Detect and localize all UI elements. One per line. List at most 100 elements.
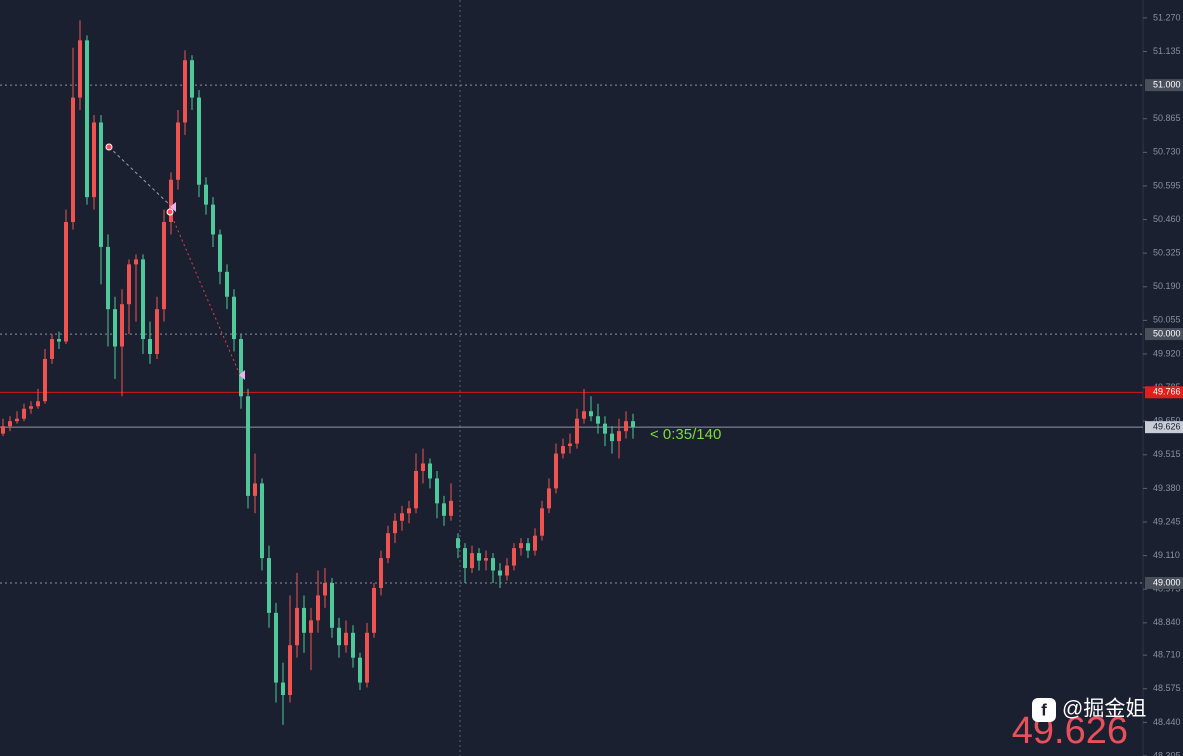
y-tick-label: 51.270 [1153, 12, 1181, 22]
candle-body [428, 463, 432, 479]
candle-body [176, 122, 180, 180]
candle-body [316, 595, 320, 621]
candle-body [526, 543, 530, 551]
candle-body [547, 488, 551, 509]
candle-body [204, 184, 208, 205]
candle-body [57, 339, 61, 342]
candle-body [281, 682, 285, 696]
y-tick-label: 48.305 [1153, 750, 1181, 756]
y-tick-label: 49.515 [1153, 449, 1181, 459]
candle-body [78, 40, 82, 98]
candle-body [484, 558, 488, 561]
candle-body [239, 339, 243, 397]
candle-body [624, 421, 628, 432]
candle-body [610, 433, 614, 442]
candle-body [442, 503, 446, 516]
y-tick-label: 49.245 [1153, 516, 1181, 526]
marker [239, 370, 245, 380]
candle-body [232, 296, 236, 340]
candle-body [274, 612, 278, 683]
candle-body [302, 607, 306, 633]
candle-body [421, 463, 425, 471]
candle-body [330, 582, 334, 628]
candle-body [582, 411, 586, 419]
candle-body [190, 60, 194, 98]
candle-body [197, 97, 201, 185]
candle-body [253, 483, 257, 496]
candle-body [449, 500, 453, 516]
candle-body [351, 632, 355, 658]
candle-body [267, 558, 271, 613]
y-tick-label: 50.460 [1153, 214, 1181, 224]
candle-body [365, 632, 369, 683]
candle-body [155, 309, 159, 354]
candle-body [218, 234, 222, 272]
candle-body [344, 632, 348, 646]
candle-body [211, 204, 215, 235]
candle-body [512, 548, 516, 566]
y-tick-label: 50.865 [1153, 113, 1181, 123]
candle-body [414, 470, 418, 509]
candle-body [29, 406, 33, 409]
y-tick-label: 49.650 [1153, 416, 1181, 426]
price-label-box [1145, 576, 1183, 589]
candle-body [260, 483, 264, 559]
price-label-box [1145, 386, 1183, 399]
y-tick-label: 48.710 [1153, 650, 1181, 660]
candle-body [120, 304, 124, 347]
candle-body [246, 396, 250, 496]
candle-body [99, 122, 103, 247]
candle-body [498, 570, 502, 576]
price-label: 49.766 [1153, 387, 1181, 397]
trend-line [108, 146, 173, 208]
y-tick-label: 50.055 [1153, 315, 1181, 325]
candle-body [22, 408, 26, 419]
y-tick-label: 49.380 [1153, 483, 1181, 493]
y-tick-label: 51.135 [1153, 46, 1181, 56]
candle-body [295, 607, 299, 646]
candle-body [477, 553, 481, 561]
candle-body [379, 558, 383, 588]
candle-body [225, 271, 229, 297]
candle-body [589, 411, 593, 417]
candle-body [603, 423, 607, 434]
marker [170, 202, 176, 212]
candle-body [533, 535, 537, 551]
candle-body [358, 657, 362, 683]
candle-body [1, 426, 5, 434]
brand-icon-glyph: f [1041, 700, 1047, 719]
y-tick-label: 49.920 [1153, 348, 1181, 358]
candle-body [540, 508, 544, 536]
candle-body [309, 620, 313, 633]
candle-body [43, 358, 47, 402]
y-tick-label: 50.730 [1153, 147, 1181, 157]
candle-body [183, 60, 187, 123]
y-tick-label: 50.325 [1153, 248, 1181, 258]
candle-body [596, 416, 600, 424]
y-tick-label: 49.110 [1153, 550, 1180, 560]
candle-body [64, 222, 68, 342]
candle-body [134, 259, 138, 265]
watermark-price: 49.626 [1012, 710, 1128, 752]
candle-body [400, 513, 404, 521]
candle-body [617, 431, 621, 442]
candle-body [141, 259, 145, 340]
candle-body [456, 538, 460, 549]
y-tick-label: 48.440 [1153, 717, 1181, 727]
candle-body [386, 533, 390, 559]
candle-body [463, 548, 467, 569]
price-label-box [1145, 79, 1183, 92]
y-tick-label: 48.840 [1153, 617, 1181, 627]
anchor-point [105, 143, 113, 151]
price-label: 49.626 [1153, 422, 1181, 432]
y-tick-label: 50.190 [1153, 281, 1181, 291]
price-label: 49.000 [1153, 577, 1181, 587]
candle-body [435, 478, 439, 504]
candle-body [288, 645, 292, 696]
candle-body [148, 339, 152, 354]
candle-body [50, 339, 54, 359]
countdown: < 0:35/140 [650, 426, 721, 443]
price-label: 50.000 [1153, 328, 1181, 338]
